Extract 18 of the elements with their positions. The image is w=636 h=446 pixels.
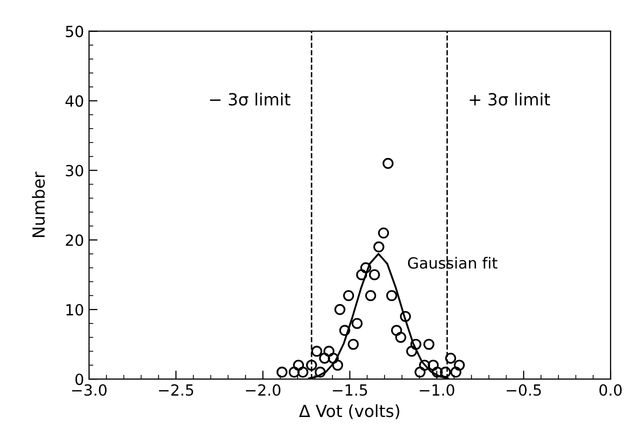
ref-line-label: − 3σ limit — [210, 92, 290, 106]
y-tick-label: 0 — [75, 374, 84, 386]
x-tick-label: −2.0 — [246, 384, 280, 396]
x-axis-title: Δ Vot (volts) — [299, 404, 400, 420]
x-tick-label: −1.0 — [420, 384, 454, 396]
y-tick-label: 10 — [66, 304, 84, 316]
y-tick-label: 20 — [66, 234, 84, 246]
x-tick-label: −0.5 — [506, 384, 541, 396]
y-tick-label: 50 — [66, 26, 84, 38]
y-tick-label: 30 — [66, 164, 84, 176]
y-axis-title: Number — [32, 172, 45, 237]
ref-line-label: + 3σ limit — [470, 92, 550, 106]
y-tick-label: 40 — [65, 95, 84, 107]
annotation: Gaussian fit — [408, 256, 498, 269]
x-tick-label: −2.5 — [159, 384, 194, 396]
x-tick-label: −3.0 — [72, 384, 107, 396]
x-tick-label: 0.0 — [599, 384, 622, 396]
x-tick-label: −1.5 — [332, 384, 368, 396]
